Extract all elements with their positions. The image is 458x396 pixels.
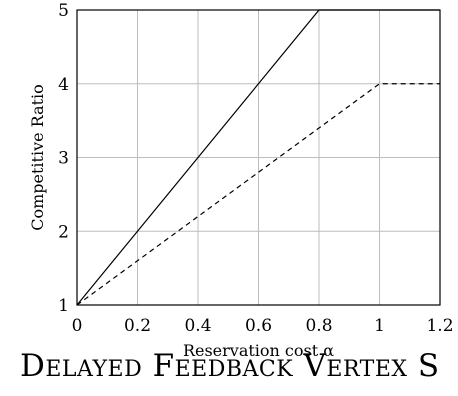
- x-tick-label: 0.6: [245, 316, 272, 336]
- x-tick-label: 0.4: [184, 316, 211, 336]
- y-tick-labels: 1 2 3 4 5: [58, 1, 69, 316]
- x-tick-label: 0.8: [305, 316, 332, 336]
- x-tick-label: 0: [72, 316, 83, 336]
- y-tick-label: 1: [58, 296, 69, 316]
- plot-frame: [76, 9, 441, 306]
- grid: [76, 9, 441, 306]
- x-tick-label: 1.2: [426, 316, 453, 336]
- x-tick-labels: 0 0.2 0.4 0.6 0.8 1 1.2: [72, 316, 454, 336]
- figure-caption: Delayed Feedback Vertex S: [20, 348, 440, 384]
- x-tick-label: 0.2: [124, 316, 151, 336]
- x-axis-label: Reservation cost α: [183, 341, 334, 360]
- y-tick-label: 3: [58, 149, 69, 169]
- y-tick-label: 2: [58, 222, 69, 242]
- y-axis-label: Competitive Ratio: [28, 84, 47, 231]
- x-tick-label: 1: [374, 316, 385, 336]
- series-line-dashed: [76, 83, 440, 306]
- y-tick-label: 5: [58, 1, 69, 21]
- y-tick-label: 4: [58, 75, 69, 95]
